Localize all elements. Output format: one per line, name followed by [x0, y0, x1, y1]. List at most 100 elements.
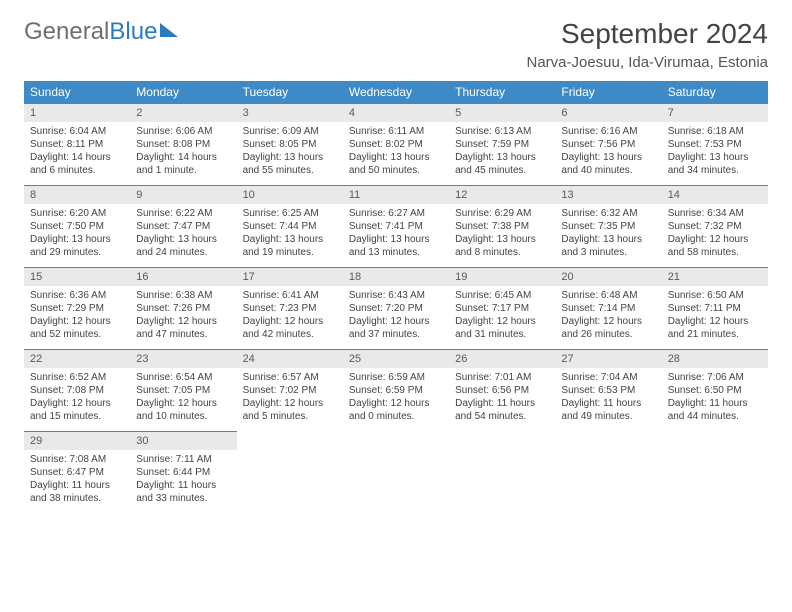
- daylight-text: Daylight: 11 hours and 44 minutes.: [668, 397, 762, 423]
- day-number: 30: [130, 431, 236, 450]
- day-body: Sunrise: 6:41 AMSunset: 7:23 PMDaylight:…: [237, 286, 343, 344]
- calendar-cell: 20Sunrise: 6:48 AMSunset: 7:14 PMDayligh…: [555, 267, 661, 349]
- sunset-text: Sunset: 7:56 PM: [561, 138, 655, 151]
- day-body: Sunrise: 6:22 AMSunset: 7:47 PMDaylight:…: [130, 204, 236, 262]
- daylight-text: Daylight: 13 hours and 3 minutes.: [561, 233, 655, 259]
- sunrise-text: Sunrise: 6:29 AM: [455, 207, 549, 220]
- day-body: Sunrise: 6:20 AMSunset: 7:50 PMDaylight:…: [24, 204, 130, 262]
- day-number: 11: [343, 185, 449, 204]
- day-body: Sunrise: 6:27 AMSunset: 7:41 PMDaylight:…: [343, 204, 449, 262]
- daylight-text: Daylight: 13 hours and 29 minutes.: [30, 233, 124, 259]
- sunrise-text: Sunrise: 6:16 AM: [561, 125, 655, 138]
- day-body: Sunrise: 6:11 AMSunset: 8:02 PMDaylight:…: [343, 122, 449, 180]
- logo-text-2: Blue: [109, 18, 157, 46]
- sunset-text: Sunset: 7:14 PM: [561, 302, 655, 315]
- daylight-text: Daylight: 12 hours and 10 minutes.: [136, 397, 230, 423]
- sunset-text: Sunset: 7:29 PM: [30, 302, 124, 315]
- sunrise-text: Sunrise: 6:06 AM: [136, 125, 230, 138]
- day-body: Sunrise: 7:01 AMSunset: 6:56 PMDaylight:…: [449, 368, 555, 426]
- calendar-row: 22Sunrise: 6:52 AMSunset: 7:08 PMDayligh…: [24, 349, 768, 431]
- calendar-row: 1Sunrise: 6:04 AMSunset: 8:11 PMDaylight…: [24, 103, 768, 185]
- daylight-text: Daylight: 13 hours and 45 minutes.: [455, 151, 549, 177]
- calendar-cell: 19Sunrise: 6:45 AMSunset: 7:17 PMDayligh…: [449, 267, 555, 349]
- calendar-cell: 28Sunrise: 7:06 AMSunset: 6:50 PMDayligh…: [662, 349, 768, 431]
- daylight-text: Daylight: 13 hours and 34 minutes.: [668, 151, 762, 177]
- calendar-cell: 16Sunrise: 6:38 AMSunset: 7:26 PMDayligh…: [130, 267, 236, 349]
- sunrise-text: Sunrise: 6:54 AM: [136, 371, 230, 384]
- calendar-row: 8Sunrise: 6:20 AMSunset: 7:50 PMDaylight…: [24, 185, 768, 267]
- day-body: Sunrise: 6:04 AMSunset: 8:11 PMDaylight:…: [24, 122, 130, 180]
- day-body: Sunrise: 6:54 AMSunset: 7:05 PMDaylight:…: [130, 368, 236, 426]
- day-body: Sunrise: 6:29 AMSunset: 7:38 PMDaylight:…: [449, 204, 555, 262]
- sunset-text: Sunset: 7:20 PM: [349, 302, 443, 315]
- sunrise-text: Sunrise: 6:13 AM: [455, 125, 549, 138]
- day-number: 10: [237, 185, 343, 204]
- calendar-cell: 1Sunrise: 6:04 AMSunset: 8:11 PMDaylight…: [24, 103, 130, 185]
- sunset-text: Sunset: 7:02 PM: [243, 384, 337, 397]
- location: Narva-Joesuu, Ida-Virumaa, Estonia: [526, 54, 768, 71]
- day-body: Sunrise: 7:06 AMSunset: 6:50 PMDaylight:…: [662, 368, 768, 426]
- day-number: 16: [130, 267, 236, 286]
- daylight-text: Daylight: 11 hours and 33 minutes.: [136, 479, 230, 505]
- day-number: 19: [449, 267, 555, 286]
- sunset-text: Sunset: 7:08 PM: [30, 384, 124, 397]
- calendar-cell: 6Sunrise: 6:16 AMSunset: 7:56 PMDaylight…: [555, 103, 661, 185]
- day-body: Sunrise: 6:59 AMSunset: 6:59 PMDaylight:…: [343, 368, 449, 426]
- weekday-header: Wednesday: [343, 81, 449, 103]
- daylight-text: Daylight: 12 hours and 42 minutes.: [243, 315, 337, 341]
- day-number: 9: [130, 185, 236, 204]
- daylight-text: Daylight: 13 hours and 50 minutes.: [349, 151, 443, 177]
- calendar-cell: ..: [555, 431, 661, 513]
- day-body: Sunrise: 6:32 AMSunset: 7:35 PMDaylight:…: [555, 204, 661, 262]
- sunset-text: Sunset: 8:05 PM: [243, 138, 337, 151]
- day-number: 26: [449, 349, 555, 368]
- sunset-text: Sunset: 6:53 PM: [561, 384, 655, 397]
- sunset-text: Sunset: 6:44 PM: [136, 466, 230, 479]
- day-body: Sunrise: 6:45 AMSunset: 7:17 PMDaylight:…: [449, 286, 555, 344]
- sunset-text: Sunset: 7:59 PM: [455, 138, 549, 151]
- header: GeneralBlue September 2024 Narva-Joesuu,…: [24, 18, 768, 71]
- sunrise-text: Sunrise: 7:01 AM: [455, 371, 549, 384]
- daylight-text: Daylight: 11 hours and 38 minutes.: [30, 479, 124, 505]
- sunset-text: Sunset: 7:11 PM: [668, 302, 762, 315]
- calendar-cell: 26Sunrise: 7:01 AMSunset: 6:56 PMDayligh…: [449, 349, 555, 431]
- calendar-cell: 21Sunrise: 6:50 AMSunset: 7:11 PMDayligh…: [662, 267, 768, 349]
- sunrise-text: Sunrise: 6:52 AM: [30, 371, 124, 384]
- day-body: Sunrise: 6:38 AMSunset: 7:26 PMDaylight:…: [130, 286, 236, 344]
- day-body: Sunrise: 7:11 AMSunset: 6:44 PMDaylight:…: [130, 450, 236, 508]
- sunset-text: Sunset: 6:47 PM: [30, 466, 124, 479]
- sunrise-text: Sunrise: 6:11 AM: [349, 125, 443, 138]
- weekday-header: Tuesday: [237, 81, 343, 103]
- day-number: 17: [237, 267, 343, 286]
- sunrise-text: Sunrise: 6:50 AM: [668, 289, 762, 302]
- day-body: Sunrise: 6:52 AMSunset: 7:08 PMDaylight:…: [24, 368, 130, 426]
- calendar-cell: ..: [237, 431, 343, 513]
- day-body: Sunrise: 6:13 AMSunset: 7:59 PMDaylight:…: [449, 122, 555, 180]
- day-body: Sunrise: 6:43 AMSunset: 7:20 PMDaylight:…: [343, 286, 449, 344]
- day-number: 23: [130, 349, 236, 368]
- day-body: Sunrise: 6:18 AMSunset: 7:53 PMDaylight:…: [662, 122, 768, 180]
- sunset-text: Sunset: 7:32 PM: [668, 220, 762, 233]
- sunset-text: Sunset: 7:26 PM: [136, 302, 230, 315]
- daylight-text: Daylight: 12 hours and 58 minutes.: [668, 233, 762, 259]
- day-number: 22: [24, 349, 130, 368]
- calendar-cell: 3Sunrise: 6:09 AMSunset: 8:05 PMDaylight…: [237, 103, 343, 185]
- logo-triangle-icon: [160, 23, 178, 37]
- logo: GeneralBlue: [24, 18, 178, 46]
- weekday-header-row: Sunday Monday Tuesday Wednesday Thursday…: [24, 81, 768, 103]
- day-body: Sunrise: 6:34 AMSunset: 7:32 PMDaylight:…: [662, 204, 768, 262]
- day-number: 2: [130, 103, 236, 122]
- day-number: 15: [24, 267, 130, 286]
- sunset-text: Sunset: 7:05 PM: [136, 384, 230, 397]
- day-number: 6: [555, 103, 661, 122]
- daylight-text: Daylight: 12 hours and 15 minutes.: [30, 397, 124, 423]
- sunrise-text: Sunrise: 6:41 AM: [243, 289, 337, 302]
- sunrise-text: Sunrise: 6:04 AM: [30, 125, 124, 138]
- month-title: September 2024: [526, 18, 768, 50]
- calendar-cell: 25Sunrise: 6:59 AMSunset: 6:59 PMDayligh…: [343, 349, 449, 431]
- sunset-text: Sunset: 7:23 PM: [243, 302, 337, 315]
- sunrise-text: Sunrise: 6:43 AM: [349, 289, 443, 302]
- day-body: Sunrise: 6:09 AMSunset: 8:05 PMDaylight:…: [237, 122, 343, 180]
- daylight-text: Daylight: 13 hours and 19 minutes.: [243, 233, 337, 259]
- daylight-text: Daylight: 13 hours and 24 minutes.: [136, 233, 230, 259]
